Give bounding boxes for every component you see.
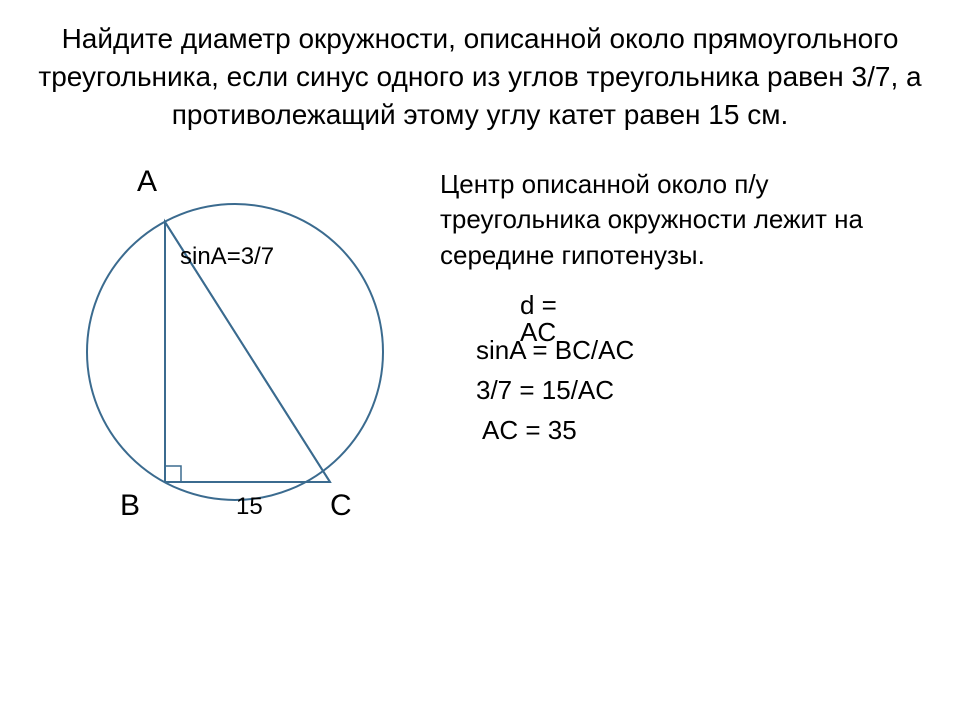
vertex-label-B: B	[120, 489, 140, 523]
solution-note: Центр описанной около п/у треугольника о…	[440, 167, 930, 272]
solution-area: Центр описанной около п/у треугольника о…	[440, 157, 930, 453]
problem-statement: Найдите диаметр окружности, описанной ок…	[30, 20, 930, 133]
step-3-7-15-ac: 3/7 = 15/AC	[476, 374, 930, 408]
right-angle-marker	[165, 466, 181, 482]
geometry-diagram: A B C sinA=3/7 15	[30, 157, 410, 547]
sin-A-label: sinA=3/7	[180, 243, 274, 271]
step-sina-bc-ac: sinA = BC/AC	[476, 334, 930, 368]
vertex-label-C: C	[330, 489, 352, 523]
side-BC-label: 15	[236, 493, 263, 521]
step-ac-35: AC = 35	[482, 414, 930, 448]
content-area: A B C sinA=3/7 15 Центр описанной около …	[30, 147, 930, 547]
vertex-label-A: A	[137, 165, 157, 199]
